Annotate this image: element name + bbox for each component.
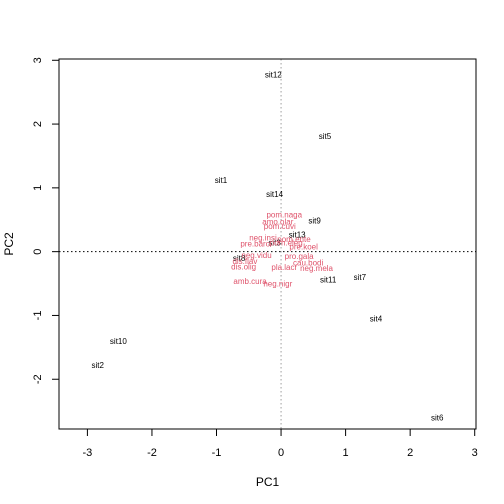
species-label: dis.flav [232,257,257,266]
site-label: sit13 [289,230,306,239]
species-label: neg.mela [300,264,333,273]
y-tick-label: -2 [32,374,44,384]
site-label: sit1 [215,176,228,185]
species-label: pom.ente [277,235,311,244]
species-label: pla.lacr [271,263,297,272]
y-tick-label: 0 [32,249,44,255]
species-label: pom.cuvi [264,222,296,231]
x-tick-label: 2 [407,447,413,459]
site-label: sit3 [268,239,281,248]
x-tick-label: -3 [83,447,93,459]
species-label: pom.naga [266,211,302,220]
site-label: sit14 [266,190,283,199]
y-tick-label: 3 [32,57,44,63]
site-label: sit4 [370,315,383,324]
x-axis-label: PC1 [256,475,280,489]
species-label: cau.bodi [293,259,323,268]
x-tick-label: 1 [343,447,349,459]
species-label: neg.nigr [263,280,292,289]
site-label: sit5 [319,132,332,141]
x-tick-label: 0 [278,447,284,459]
site-label: sit10 [110,337,127,346]
y-axis-label: PC2 [2,232,16,256]
site-label: sit12 [265,70,282,79]
site-label: sit11 [320,276,337,285]
x-tick-label: -1 [212,447,222,459]
species-label: neg.vidu [241,251,271,260]
species-label: amo.olar [262,218,293,227]
species-label: dis.olig [231,262,256,271]
species-label: pre.baro [240,239,270,248]
site-label: sit7 [354,273,367,282]
y-axis: -2 -1 0 1 2 3 [32,57,60,384]
y-tick-label: -1 [32,311,44,321]
site-label: sit6 [431,414,444,423]
x-axis: -3 -2 -1 0 1 2 3 [83,428,478,459]
site-label: sit8 [233,254,246,263]
x-tick-label: 3 [472,447,478,459]
species-label: pre.koel [289,243,318,252]
y-tick-label: 1 [32,185,44,191]
species-label: pro.gala [285,252,314,261]
species-label: amb.cura [233,277,267,286]
site-label: sit2 [92,361,105,370]
species-label: pom.eleg [270,239,303,248]
species-label: neg.insi [249,234,277,243]
y-tick-label: 2 [32,121,44,127]
x-tick-label: -2 [147,447,157,459]
site-label: sit9 [308,216,321,225]
